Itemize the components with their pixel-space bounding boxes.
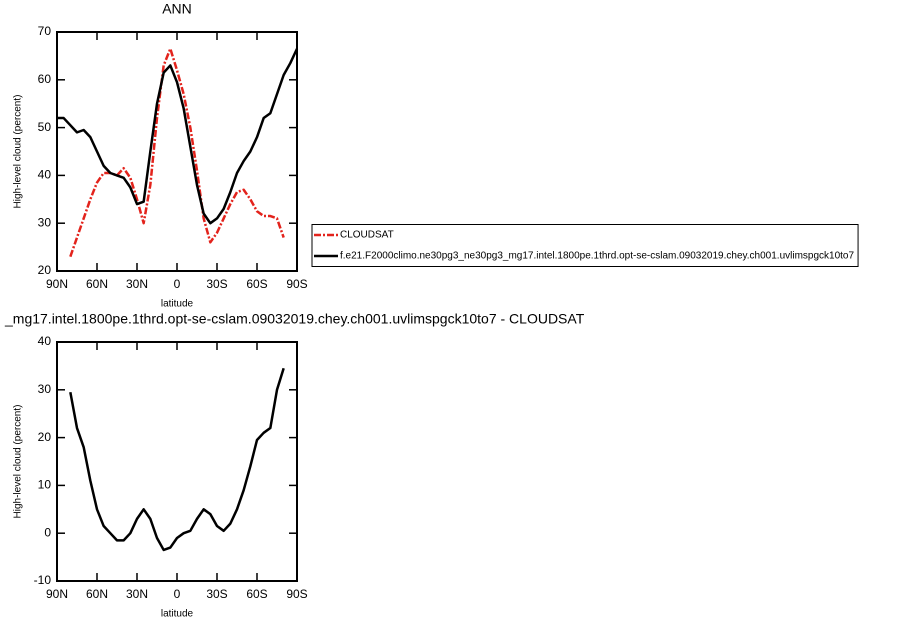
legend-label: f.e21.F2000climo.ne30pg3_ne30pg3_mg17.in… [340, 251, 854, 262]
x-tick-label: 30S [206, 277, 227, 291]
x-tick-label: 60S [246, 587, 267, 601]
legend-box [311, 224, 859, 267]
legend-label: CLOUDSAT [340, 230, 394, 241]
y-tick-label: -10 [34, 573, 52, 587]
y-tick-label: 40 [38, 334, 52, 348]
y-tick-label: 30 [38, 215, 52, 229]
y-tick-label: 10 [38, 478, 52, 492]
y-tick-label: 40 [38, 168, 52, 182]
x-tick-label: 90S [286, 277, 307, 291]
x-axis-label: latitude [161, 299, 194, 310]
plot-frame [56, 341, 298, 582]
data-line [57, 48, 299, 225]
x-tick-label: 90N [46, 587, 68, 601]
x-tick-label: 60N [86, 587, 108, 601]
data-line [69, 47, 285, 258]
y-tick-label: 60 [38, 72, 52, 86]
y-tick-label: 20 [38, 263, 52, 277]
y-axis-label: High-level cloud (percent) [13, 95, 24, 209]
x-tick-label: 30S [206, 587, 227, 601]
x-tick-label: 30N [126, 587, 148, 601]
x-tick-label: 60N [86, 277, 108, 291]
y-tick-label: 0 [44, 525, 51, 539]
data-line [69, 367, 285, 552]
legend: CLOUDSAT f.e21.F2000climo.ne30pg3_ne30pg3… [311, 224, 859, 267]
y-tick-label: 30 [38, 382, 52, 396]
x-tick-label: 0 [174, 587, 181, 601]
x-tick-label: 90S [286, 587, 307, 601]
x-axis-label: latitude [161, 609, 194, 620]
x-tick-label: 0 [174, 277, 181, 291]
y-tick-label: 20 [38, 430, 52, 444]
chart-title: _mg17.intel.1800pe.1thrd.opt-se-cslam.09… [4, 311, 585, 327]
chart-title: ANN [162, 1, 192, 17]
x-tick-label: 90N [46, 277, 68, 291]
y-tick-label: 50 [38, 120, 52, 134]
x-tick-label: 30N [126, 277, 148, 291]
x-tick-label: 60S [246, 277, 267, 291]
y-tick-label: 70 [38, 24, 52, 38]
y-axis-label: High-level cloud (percent) [13, 405, 24, 519]
plot-frame [56, 31, 298, 272]
